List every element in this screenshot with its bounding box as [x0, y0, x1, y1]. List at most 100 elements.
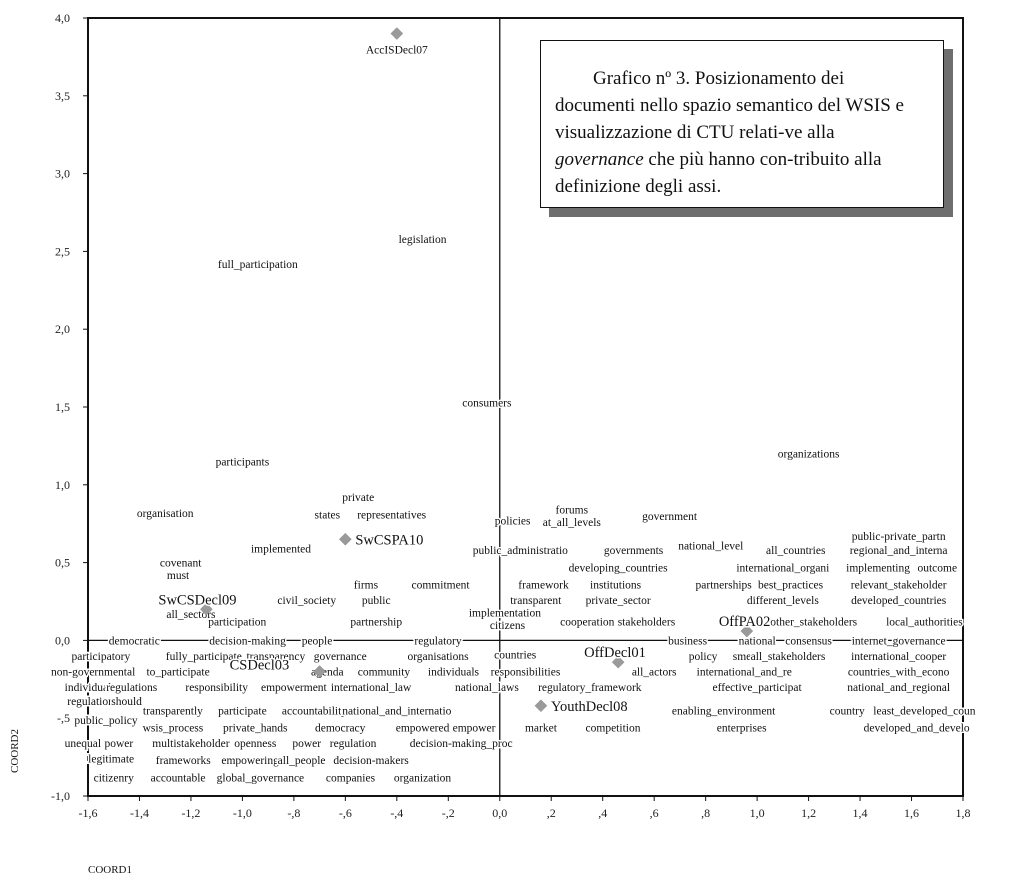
word-label: national [739, 635, 776, 647]
caption-text: Grafico nº 3. Posizionamento dei documen… [555, 65, 921, 200]
word-label: framework [518, 579, 569, 591]
word-label: should [111, 696, 142, 708]
word-label: business [668, 635, 708, 647]
word-label: legislation [399, 234, 447, 246]
word-label: power [105, 738, 134, 750]
word-label: implemented [251, 544, 311, 556]
word-label: internet_governance [852, 635, 946, 647]
word-label: fully_participate [166, 651, 242, 663]
word-label: participatory [71, 651, 130, 663]
document-label: SwCSDecl09 [158, 592, 236, 608]
y-tick-label: 3,0 [55, 167, 70, 181]
word-label: developing_countries [569, 562, 669, 574]
caption-text-part1: Grafico nº 3. Posizionamento dei documen… [555, 68, 904, 143]
word-label: national_and_internatio [342, 705, 451, 717]
word-label: multistakeholder [152, 738, 229, 750]
word-label: power [292, 738, 321, 750]
word-label: implementation [469, 607, 541, 619]
word-label: public_administratio [473, 545, 568, 557]
word-label: different_levels [747, 595, 819, 607]
word-label: civil_society [277, 595, 336, 607]
word-label: full_participation [218, 259, 298, 271]
word-label: citizens [490, 620, 526, 632]
x-tick-label: 1,4 [853, 806, 868, 820]
word-label: public-private_partn [852, 531, 946, 543]
word-label: enabling_environment [672, 705, 776, 717]
word-label: individuals [428, 667, 480, 679]
word-label: empowering [221, 755, 279, 767]
word-label: public [362, 595, 391, 607]
word-label: participation [208, 617, 266, 629]
document-marker [313, 665, 326, 678]
document-label: OffPA02 [719, 614, 771, 630]
y-tick-label: 4,0 [55, 11, 70, 25]
x-tick-label: -1,6 [79, 806, 98, 820]
word-label: to_participate [146, 667, 209, 679]
word-label: all_stakeholders [751, 651, 826, 663]
document-label: CSDecl03 [230, 658, 290, 674]
word-label: global_governance [217, 772, 305, 784]
word-label: national_laws [455, 682, 519, 694]
document-marker [200, 602, 213, 616]
word-label: national_and_regional [847, 682, 950, 694]
word-label: international_law [331, 682, 412, 694]
y-tick-label: 1,0 [55, 478, 70, 492]
word-label: competition [586, 723, 641, 735]
x-tick-label: -1,2 [181, 806, 200, 820]
x-tick-label: 1,0 [750, 806, 765, 820]
word-label: participate [218, 705, 267, 717]
word-label: policy [689, 651, 718, 663]
zero-axes [88, 18, 963, 796]
word-label: cooperation [560, 617, 615, 629]
x-tick-label: ,8 [701, 806, 710, 820]
document-label: YouthDecl08 [551, 699, 628, 715]
word-label: best_practices [758, 579, 824, 591]
document-label: OffDecl01 [584, 645, 646, 661]
word-label: local_authorities [886, 617, 963, 629]
x-tick-label: -,6 [339, 806, 352, 820]
word-label: firms [354, 579, 379, 591]
word-label: policies [495, 516, 531, 528]
word-label: international_organi [736, 562, 829, 574]
y-tick-label: -1,0 [51, 789, 70, 803]
word-label: citizenry [94, 772, 134, 784]
word-label: transparent [510, 595, 562, 607]
word-label: government [642, 511, 698, 523]
word-label: non-governmental [51, 667, 135, 679]
word-label: people [302, 635, 333, 647]
axis-ticks: -1,6 -1,4 -1,2 -1,0 -,8 -,6 -,4 -,2 0,0 ,2 ,4 ,6 ,8 1… [51, 11, 971, 820]
word-label: companies [326, 772, 376, 784]
word-label: relevant_stakeholder [851, 579, 947, 591]
word-label: stakeholders [618, 617, 676, 629]
word-label: openness [234, 738, 277, 750]
word-label: individual [65, 682, 112, 694]
y-tick-label: 2,5 [55, 244, 70, 258]
word-label: developed_countries [851, 595, 947, 607]
word-label: empowered [396, 723, 450, 735]
y-tick-label: 0,5 [55, 556, 70, 570]
word-label: private_hands [223, 723, 288, 735]
word-label: accountable [151, 772, 206, 784]
x-tick-label: 1,6 [904, 806, 919, 820]
word-label: outcome [917, 562, 957, 574]
word-label: accountability [282, 705, 347, 717]
word-label: other_stakeholders [770, 617, 857, 629]
document-label: AccISDecl07 [366, 45, 428, 57]
word-label: institutions [590, 579, 642, 591]
word-label: regulatory_framework [538, 682, 642, 694]
word-label: countries [494, 649, 537, 661]
word-label: consensus [785, 635, 832, 647]
word-label: responsibility [185, 682, 248, 694]
document-label: SwCSPA10 [355, 532, 423, 548]
document-marker [611, 655, 625, 669]
word-label: organizations [778, 449, 840, 461]
word-label: unequal [65, 738, 101, 750]
word-label: implementing [846, 562, 910, 574]
word-label: democracy [315, 723, 366, 735]
word-label: empowerment [261, 682, 328, 694]
word-label: regional_and_interna [850, 545, 948, 557]
word-label: transparently [143, 705, 203, 717]
word-label: at_all_levels [543, 517, 602, 529]
x-tick-label: -1,4 [130, 806, 149, 820]
